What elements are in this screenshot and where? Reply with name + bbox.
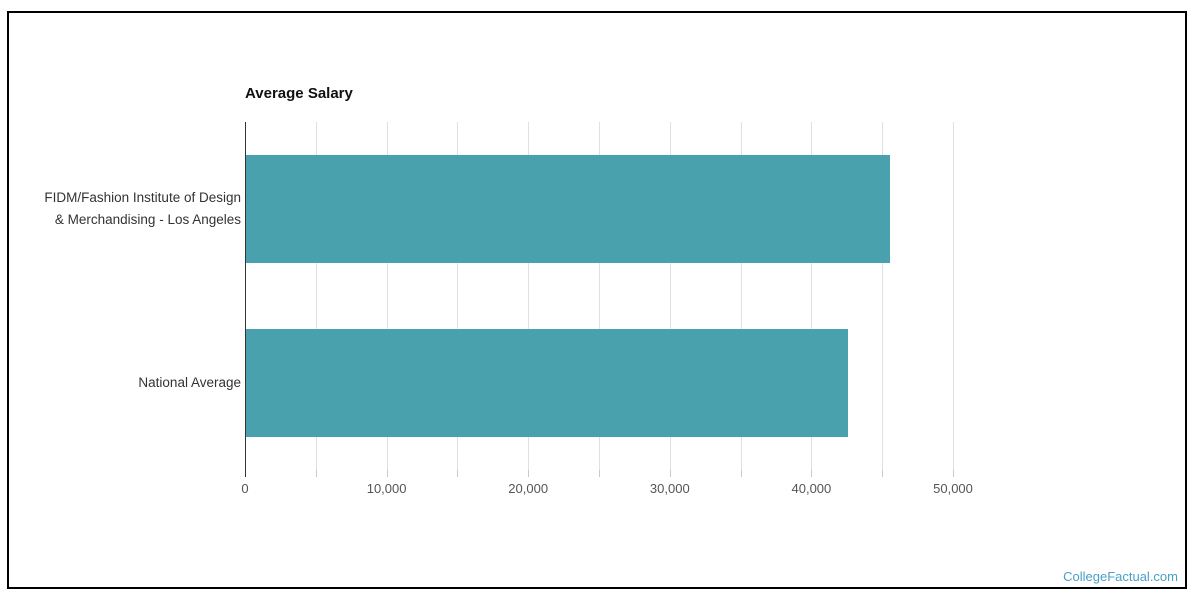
- chart-title: Average Salary: [245, 85, 353, 102]
- axis-tick: [882, 470, 884, 477]
- gridline: [315, 122, 317, 470]
- x-axis-tick-label: 30,000: [649, 481, 690, 496]
- axis-tick: [669, 470, 671, 477]
- gridline: [669, 122, 671, 470]
- watermark-credits-link[interactable]: CollegeFactual.com: [1063, 569, 1178, 584]
- category-label-line: & Merchandising - Los Angeles: [54, 212, 241, 227]
- category-label-line: FIDM/Fashion Institute of Design: [44, 190, 241, 205]
- axis-tick: [315, 470, 317, 477]
- x-axis-tick-label: 0: [241, 481, 249, 496]
- category-label: National Average: [0, 296, 241, 470]
- category-label: FIDM/Fashion Institute of Design & Mercha…: [0, 122, 241, 296]
- bar-school[interactable]: [246, 155, 891, 263]
- gridline: [740, 122, 742, 470]
- axis-tick: [386, 470, 388, 477]
- axis-tick: [457, 470, 459, 477]
- x-axis-tick-label: 50,000: [933, 481, 973, 496]
- chart-frame: [7, 11, 1187, 589]
- x-axis-tick-label: 20,000: [508, 481, 549, 496]
- gridline: [953, 122, 954, 470]
- axis-tick: [811, 470, 813, 477]
- x-axis-tick-label: 40,000: [791, 481, 832, 496]
- bar-national-average[interactable]: [246, 329, 848, 437]
- axis-tick: [528, 470, 530, 477]
- gridline: [811, 122, 813, 470]
- gridline: [528, 122, 530, 470]
- gridline: [457, 122, 459, 470]
- y-axis-line: [245, 122, 246, 477]
- x-axis-tick-label: 10,000: [366, 481, 407, 496]
- y-axis-category-labels: FIDM/Fashion Institute of Design & Mercha…: [0, 122, 241, 470]
- plot-area: [245, 122, 954, 477]
- axis-tick: [599, 470, 600, 477]
- gridline: [386, 122, 388, 470]
- gridline: [882, 122, 884, 470]
- category-label-line: National Average: [138, 375, 241, 390]
- axis-tick: [740, 470, 742, 477]
- gridline: [599, 122, 600, 470]
- axis-tick: [953, 470, 954, 477]
- x-axis-tick-labels: 0 10,000 20,000 30,000 40,000 50,000: [241, 481, 973, 501]
